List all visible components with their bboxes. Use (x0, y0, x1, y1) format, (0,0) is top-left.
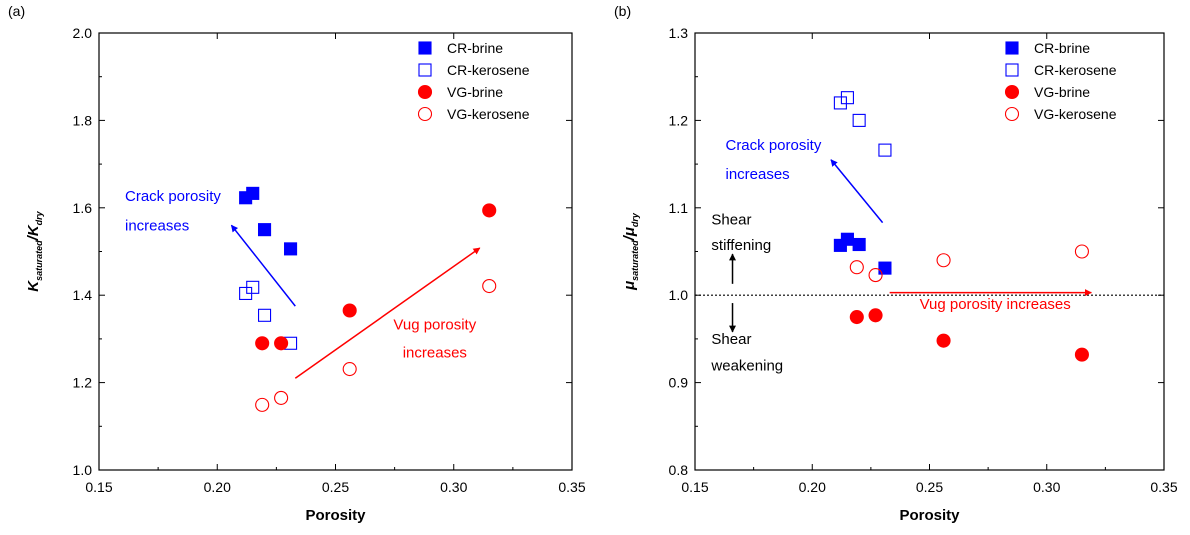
vg-brine-point (255, 336, 270, 351)
cr-kerosene-point (840, 91, 854, 105)
cr-brine-point (246, 186, 260, 200)
vg-kerosene-point (274, 390, 289, 405)
annotation-text: Crack porosity (725, 137, 821, 154)
vg-kerosene-point (482, 278, 497, 294)
y-tick-label: 1.4 (73, 287, 93, 303)
legend-label: VG-kerosene (447, 106, 530, 122)
y-tick-label: 1.2 (73, 375, 93, 391)
cr-kerosene-point (878, 143, 892, 157)
y-label-mid: /K (25, 224, 42, 241)
x-axis-label: Porosity (899, 507, 960, 524)
cr-brine-point (284, 242, 298, 256)
y-tick-label: 1.6 (73, 200, 93, 216)
legend-marker (1004, 84, 1020, 100)
annotation-text: increases (125, 218, 189, 235)
y-label-sub1: saturated (34, 240, 44, 281)
panel-label: (b) (614, 3, 631, 19)
legend-label: CR-kerosene (1034, 62, 1117, 78)
annotation-text: increases (725, 166, 789, 183)
y-tick-label: 1.2 (669, 112, 689, 128)
vg-brine-point (868, 308, 883, 323)
cr-brine-point (852, 237, 866, 252)
legend-label: CR-brine (1034, 40, 1090, 56)
cr-brine-point (257, 223, 272, 237)
x-tick-label: 0.20 (204, 479, 231, 495)
y-label-sub2: dry (630, 212, 640, 227)
x-tick-label: 0.20 (799, 479, 826, 495)
vg-kerosene-point (936, 253, 951, 268)
vg-kerosene-point (255, 397, 270, 412)
y-tick-label: 1.8 (73, 112, 93, 128)
cr-brine-point (878, 261, 892, 275)
legend-marker (418, 63, 432, 77)
x-tick-label: 0.25 (916, 479, 943, 495)
vg-brine-point (482, 203, 497, 218)
cr-kerosene-point (257, 308, 272, 322)
y-tick-label: 2.0 (73, 25, 93, 41)
annotation-text: increases (403, 345, 467, 362)
x-tick-label: 0.15 (85, 479, 112, 495)
legend-marker (418, 41, 432, 55)
cr-kerosene-point (852, 113, 866, 127)
x-tick-label: 0.35 (558, 479, 585, 495)
vg-kerosene-point (868, 268, 883, 283)
legend-marker (1004, 106, 1020, 122)
y-axis-label: Ksaturated/Kdry (25, 210, 44, 291)
annotation-text: Shear (711, 211, 751, 228)
legend-marker (417, 106, 433, 122)
panel-a: (a) 0.15 0.20 0.25 0.30 0.35 1.0 1.2 1.4 1.6 1.8 2.… (8, 3, 586, 524)
cr-kerosene-point (833, 96, 847, 110)
panel-label: (a) (8, 3, 25, 19)
y-label-main: K (25, 280, 42, 292)
y-label-main: μ (621, 281, 638, 291)
vg-kerosene-point (849, 260, 864, 275)
vg-brine-point (274, 336, 289, 351)
annotation-arrow (294, 247, 481, 379)
cr-kerosene-point (246, 280, 260, 294)
legend-marker (417, 84, 433, 100)
legend-label: VG-kerosene (1034, 106, 1117, 122)
vg-kerosene-point (1074, 244, 1089, 259)
y-label-mid: /μ (621, 227, 638, 241)
x-tick-label: 0.35 (1150, 479, 1177, 495)
legend-marker (1005, 41, 1019, 55)
annotation-arrow (830, 159, 884, 224)
legend-label: VG-brine (447, 84, 503, 100)
legend-label: CR-kerosene (447, 62, 530, 78)
vg-brine-point (936, 333, 951, 348)
x-tick-label: 0.15 (681, 479, 708, 495)
annotation-arrow (230, 224, 296, 307)
annotation-text: Shear (711, 331, 751, 348)
annotation-text: stiffening (711, 237, 771, 254)
x-tick-label: 0.30 (440, 479, 467, 495)
panel-b: (b) 0.15 0.20 0.25 0.30 0.35 0.8 0.9 1.0 1.1 1.2 1.… (614, 3, 1178, 524)
vg-brine-point (1074, 347, 1089, 362)
vg-kerosene-point (342, 362, 357, 377)
y-label-sub2: dry (34, 210, 44, 225)
legend-label: CR-brine (447, 40, 503, 56)
vg-brine-point (849, 309, 864, 325)
y-axis-label: μsaturated/μdry (621, 212, 640, 291)
y-tick-label: 0.8 (669, 462, 689, 478)
y-label-sub1: saturated (630, 240, 640, 281)
annotation-text: Crack porosity (125, 188, 221, 205)
annotation-text: Vug porosity increases (920, 296, 1071, 313)
vg-brine-point (342, 303, 357, 318)
y-tick-label: 1.0 (73, 462, 93, 478)
cr-brine-point (840, 232, 854, 246)
x-tick-label: 0.30 (1033, 479, 1060, 495)
annotation-text: Vug porosity (393, 316, 476, 333)
y-tick-label: 0.9 (669, 375, 689, 391)
legend-label: VG-brine (1034, 84, 1090, 100)
y-tick-label: 1.1 (669, 200, 689, 216)
y-tick-label: 1.0 (669, 287, 689, 303)
x-axis-label: Porosity (305, 507, 366, 524)
y-tick-label: 1.3 (669, 25, 689, 41)
x-tick-label: 0.25 (322, 479, 349, 495)
legend-marker (1005, 63, 1019, 77)
annotation-text: weakening (710, 357, 783, 374)
